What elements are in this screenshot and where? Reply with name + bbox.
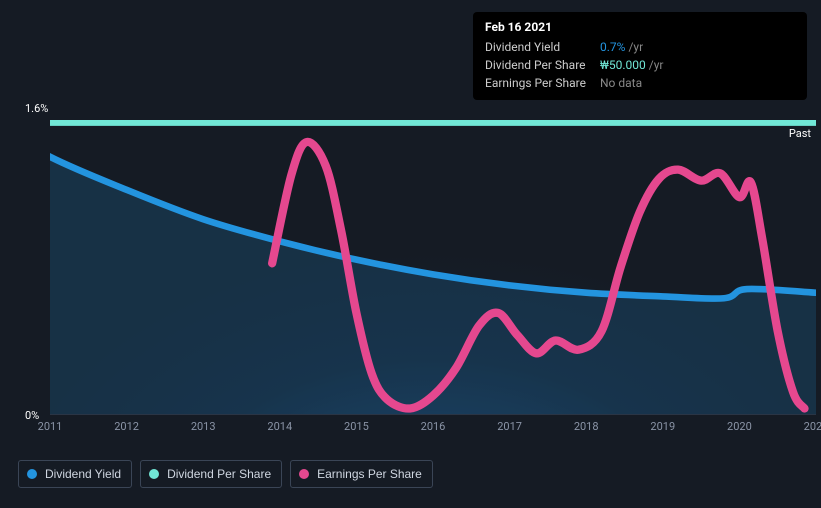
tooltip-suffix: /yr [649,58,664,72]
legend-swatch [149,469,159,479]
chart-plot-area [50,120,816,415]
tooltip-suffix: /yr [628,40,643,54]
chart-legend: Dividend Yield Dividend Per Share Earnings… [18,460,433,488]
legend-item[interactable]: Dividend Per Share [140,460,282,488]
x-tick: 2013 [191,420,216,433]
x-axis: 2011201220132014201520162017201820192020… [50,420,816,440]
tooltip-row: Dividend Yield0.7%/yr [485,38,795,56]
tooltip-row: Earnings Per ShareNo data [485,74,795,92]
x-tick: 2021 [804,420,821,433]
chart-tooltip: Feb 16 2021 Dividend Yield0.7%/yrDividen… [473,12,807,100]
dividend-chart: 1.6% Past 0% 201120122013201420152016201… [18,105,816,440]
legend-label: Dividend Yield [45,467,121,481]
tooltip-value: 0.7% [600,40,625,54]
legend-item[interactable]: Dividend Yield [18,460,132,488]
x-tick: 2019 [650,420,675,433]
tooltip-date: Feb 16 2021 [485,20,795,34]
x-tick: 2011 [38,420,63,433]
x-tick: 2015 [344,420,369,433]
tooltip-label: Earnings Per Share [485,76,600,90]
x-tick: 2014 [267,420,292,433]
x-tick: 2017 [497,420,522,433]
y-axis-max-label: 1.6% [25,102,48,115]
legend-item[interactable]: Earnings Per Share [290,460,433,488]
tooltip-label: Dividend Yield [485,40,600,54]
x-tick: 2018 [574,420,599,433]
x-tick: 2020 [727,420,752,433]
tooltip-row: Dividend Per Share₩50.000/yr [485,56,795,74]
x-tick: 2016 [421,420,446,433]
legend-swatch [299,469,309,479]
tooltip-label: Dividend Per Share [485,58,600,72]
tooltip-value: No data [600,76,642,90]
x-tick: 2012 [114,420,139,433]
tooltip-value: ₩50.000 [600,58,646,72]
legend-swatch [27,469,37,479]
legend-label: Earnings Per Share [317,467,422,481]
legend-label: Dividend Per Share [167,467,271,481]
